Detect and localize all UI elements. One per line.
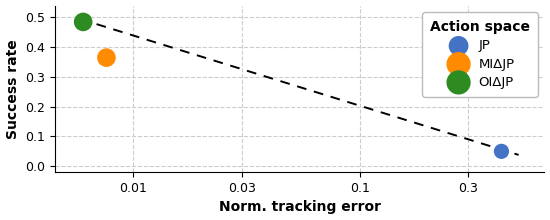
MIΔJP: [102, 56, 111, 59]
Y-axis label: Success rate: Success rate: [6, 39, 20, 139]
OIΔJP: [79, 20, 87, 24]
Legend: JP, MIΔJP, OIΔJP: JP, MIΔJP, OIΔJP: [422, 12, 538, 97]
X-axis label: Norm. tracking error: Norm. tracking error: [219, 200, 381, 214]
JP: [497, 150, 506, 153]
